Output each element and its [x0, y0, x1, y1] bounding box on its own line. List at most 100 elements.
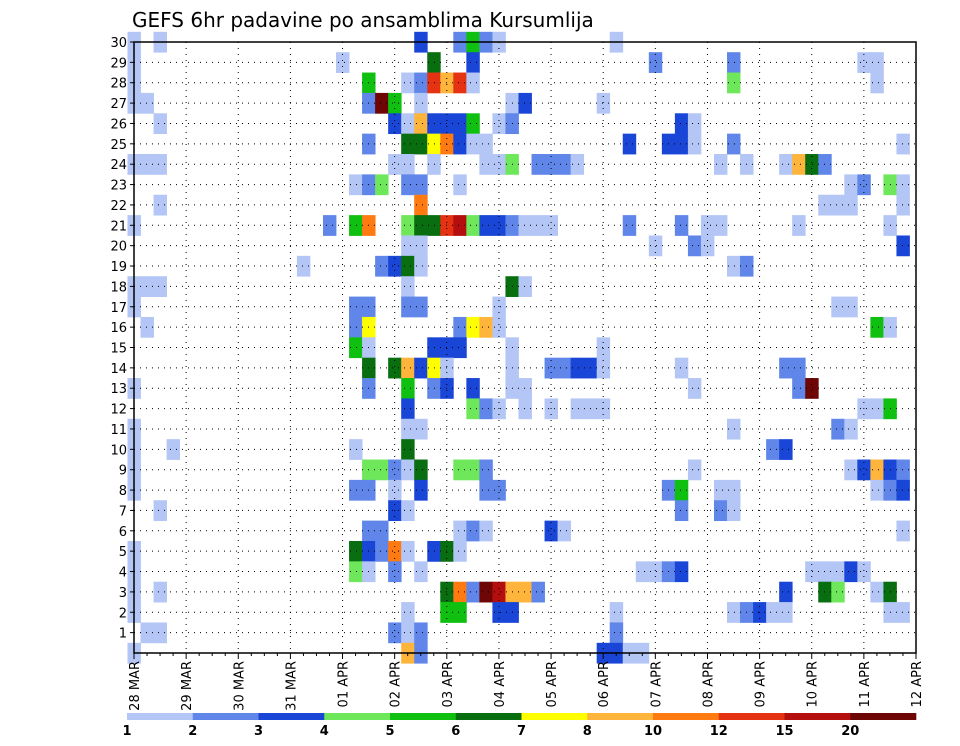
- legend-level-label: 2: [188, 724, 197, 739]
- x-tick-label: 02 APR: [389, 661, 404, 707]
- heatmap-cell: [349, 296, 363, 318]
- heatmap-cell: [596, 92, 611, 114]
- y-axis: 1234567891011121314151617181920212223242…: [110, 36, 134, 642]
- heatmap-cell: [401, 602, 415, 623]
- x-tick-label: 07 APR: [649, 661, 664, 707]
- y-tick-label: 7: [119, 504, 127, 519]
- legend-level-label: 10: [644, 724, 662, 739]
- heatmap-cell: [492, 581, 506, 603]
- heatmap-cell: [844, 296, 858, 318]
- heatmap-cell: [375, 459, 389, 481]
- heatmap-cell: [153, 622, 167, 644]
- heatmap-cell: [401, 235, 415, 257]
- heatmap-cell: [414, 174, 428, 196]
- heatmap-cell: [166, 439, 181, 460]
- heatmap-cell: [414, 235, 428, 257]
- heatmap-cell: [466, 520, 480, 542]
- x-tick-label: 12 APR: [910, 661, 925, 707]
- x-tick-label: 31 MAR: [284, 661, 299, 711]
- heatmap-cell: [414, 133, 428, 155]
- heatmap-cell: [414, 357, 428, 379]
- heatmap-cell: [857, 561, 871, 583]
- heatmap-cell: [870, 479, 884, 501]
- heatmap-cell: [466, 215, 480, 236]
- heatmap-cell: [453, 540, 467, 562]
- heatmap-cell: [779, 439, 793, 460]
- heatmap-cell: [414, 194, 428, 216]
- heatmap-cell: [518, 276, 532, 297]
- heatmap-cell: [713, 500, 728, 522]
- heatmap-cell: [844, 418, 858, 440]
- heatmap-cell: [349, 479, 363, 501]
- heatmap-cell: [544, 215, 558, 236]
- legend-level-label: 8: [583, 724, 592, 739]
- heatmap-cell: [401, 174, 415, 196]
- heatmap-cell: [375, 174, 389, 196]
- y-tick-label: 8: [119, 484, 127, 499]
- heatmap-cell: [453, 72, 467, 94]
- heatmap-cell: [896, 174, 910, 196]
- y-tick-label: 24: [110, 158, 127, 173]
- heatmap-cell: [492, 113, 506, 135]
- heatmap-cell: [687, 235, 702, 257]
- heatmap-cell: [414, 113, 428, 135]
- heatmap-cell: [687, 113, 702, 135]
- heatmap-cell: [401, 215, 415, 236]
- heatmap-cell: [414, 215, 428, 236]
- heatmap-cell: [388, 540, 402, 562]
- heatmap-cell: [792, 378, 806, 399]
- heatmap-cell: [896, 459, 910, 481]
- heatmap-cell: [453, 174, 467, 196]
- heatmap-cell: [896, 602, 910, 623]
- heatmap-cell: [766, 602, 780, 623]
- heatmap-cell: [349, 215, 363, 236]
- heatmap-cell: [544, 357, 558, 379]
- heatmap-cell: [466, 52, 480, 73]
- heatmap-cell: [401, 113, 415, 135]
- heatmap-cell: [518, 215, 532, 236]
- heatmap-cell: [596, 357, 611, 379]
- heatmap-cell: [896, 235, 910, 257]
- x-tick-label: 05 APR: [545, 661, 560, 707]
- heatmap-cell: [479, 459, 493, 481]
- heatmap-cell: [140, 316, 154, 338]
- heatmap-cell: [414, 296, 428, 318]
- legend-level-label: 4: [320, 724, 329, 739]
- y-tick-label: 4: [119, 566, 127, 581]
- y-tick-label: 28: [110, 77, 127, 92]
- legend-swatch: [784, 713, 851, 720]
- heatmap-cell: [336, 52, 350, 73]
- heatmap-cell: [870, 316, 884, 338]
- heatmap-cell: [401, 418, 415, 440]
- heatmap-cell: [779, 581, 793, 603]
- heatmap-cell: [727, 602, 741, 623]
- x-tick-label: 28 MAR: [128, 661, 143, 711]
- heatmap-cell: [544, 520, 558, 542]
- y-tick-label: 21: [110, 219, 127, 234]
- heatmap-cell: [153, 500, 167, 522]
- legend-swatch: [850, 713, 917, 720]
- y-tick-label: 11: [110, 423, 127, 438]
- x-tick-label: 03 APR: [441, 661, 456, 707]
- y-tick-label: 27: [110, 97, 127, 112]
- heatmap-cell: [453, 133, 467, 155]
- legend-swatch: [390, 713, 457, 720]
- legend-level-label: 12: [710, 724, 728, 739]
- x-tick-label: 06 APR: [597, 661, 612, 707]
- heatmap-cell: [766, 439, 780, 460]
- heatmap-cell: [388, 92, 402, 114]
- heatmap-cell: [349, 540, 363, 562]
- heatmap-cell: [727, 479, 741, 501]
- x-tick-label: 11 APR: [858, 661, 873, 707]
- y-tick-label: 6: [119, 525, 127, 540]
- heatmap-cell: [388, 561, 402, 583]
- heatmap-cell: [531, 154, 545, 175]
- y-tick-label: 18: [110, 280, 127, 295]
- y-tick-label: 13: [110, 382, 127, 397]
- heatmap-cell: [857, 174, 871, 196]
- x-tick-label: 30 MAR: [232, 661, 247, 711]
- y-tick-label: 3: [119, 586, 127, 601]
- heatmap-cell: [388, 357, 402, 379]
- heatmap-cell: [153, 113, 167, 135]
- legend-swatch: [718, 713, 785, 720]
